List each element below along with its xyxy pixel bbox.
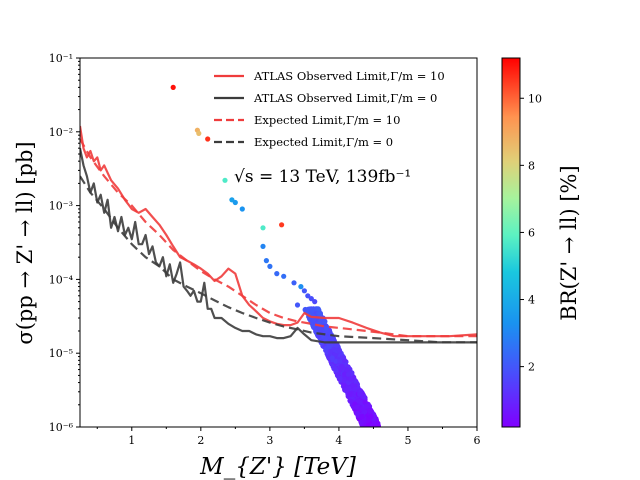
scatter-point [341,378,348,384]
y-tick-label: 10⁻⁶ [49,421,74,434]
scatter-point [333,342,339,348]
y-tick-label: 10⁻¹ [49,52,73,65]
scatter-point [336,347,343,354]
scatter-point [298,284,304,290]
scatter-point [333,358,339,364]
x-tick-label: 5 [404,434,411,447]
colorbar-tick-label: 10 [528,92,542,105]
scatter-point [222,177,228,183]
scatter-point [317,311,323,318]
legend-label-expected-0: Expected Limit,Γ/m = 0 [254,135,393,149]
y-tick-label: 10⁻² [49,126,73,139]
scatter-point [364,403,370,409]
scatter-point [368,413,374,420]
x-axis-title: M_{Z'} [TeV] [199,454,356,480]
series-line-3 [80,175,477,344]
x-tick-label: 2 [197,434,204,447]
scatter-point [274,271,280,277]
scatter-point [327,349,333,355]
legend-label-observed-0: ATLAS Observed Limit,Γ/m = 0 [253,91,437,105]
x-tick-label: 4 [335,434,342,447]
scatter-point [323,325,329,331]
colorbar-tick-label: 8 [528,159,535,172]
scatter-point [260,225,266,231]
scatter-point [170,84,176,90]
series-line-1 [80,147,477,344]
scatter-point [356,391,363,397]
scatter-point [359,413,365,420]
legend: ATLAS Observed Limit,Γ/m = 10 ATLAS Obse… [214,69,445,149]
scatter-point [339,363,345,370]
scatter-point [326,345,332,351]
scatter-point [263,258,269,264]
legend-label-observed-10: ATLAS Observed Limit,Γ/m = 10 [253,69,445,83]
colorbar-tick-label: 2 [528,361,535,374]
y-tick-label: 10⁻⁵ [49,347,73,360]
scatter-point [267,263,273,269]
scatter-point [337,375,343,381]
scatter-point [337,358,343,364]
scatter-point [305,293,311,299]
scatter-point [348,376,354,382]
scatter-point [371,424,377,427]
scatter-point [311,317,317,323]
scatter-point [301,288,307,294]
scatter-point [329,355,335,361]
scatter-point [239,206,245,212]
scatter-point [365,424,371,427]
scatter-point [361,417,367,423]
scatter-point [205,136,211,142]
scatter-point [196,130,202,136]
y-axis-title: σ(pp → Z' → ll) [pb] [13,141,37,344]
y-tick-label: 10⁻³ [49,200,73,213]
scatter-point [308,296,314,302]
series-line-0 [80,125,477,338]
scatter-point [347,398,354,404]
colorbar-tick-label: 4 [528,294,535,307]
scatter-point [312,299,318,305]
plot-frame [79,57,478,428]
scatter-point [344,387,350,393]
scatter-point [279,222,285,228]
colorbar-title: BR(Z' → ll) [%] [557,165,581,320]
x-tick-label: 1 [128,434,135,447]
scatter-point [347,391,353,397]
scatter-point [341,371,348,377]
scatter-point [322,336,329,342]
scatter-point [375,424,382,427]
x-tick-label: 3 [266,434,273,447]
scatter-point [352,386,358,392]
scatter-point [291,280,297,286]
scatter-point [281,273,287,279]
scatter-point [354,410,360,416]
scatter-point [345,371,352,377]
scatter-point [367,408,373,414]
colorbar [501,57,521,428]
y-tick-label: 10⁻⁴ [49,273,74,286]
legend-label-expected-10: Expected Limit,Γ/m = 10 [254,113,400,127]
scatter-point [260,243,266,249]
scatter-point [354,404,360,410]
colorbar-tick-label: 6 [528,226,535,239]
scatter-point [294,302,301,308]
x-tick-label: 6 [474,434,481,447]
scatter-point [332,366,338,372]
scatter-point [344,367,350,373]
scatter-point [315,306,321,312]
annotation-energy-lumi: √s = 13 TeV, 139fb⁻¹ [234,167,411,187]
scatter-point [232,199,238,206]
series-line-2 [80,138,477,338]
scatter-point [358,400,365,406]
